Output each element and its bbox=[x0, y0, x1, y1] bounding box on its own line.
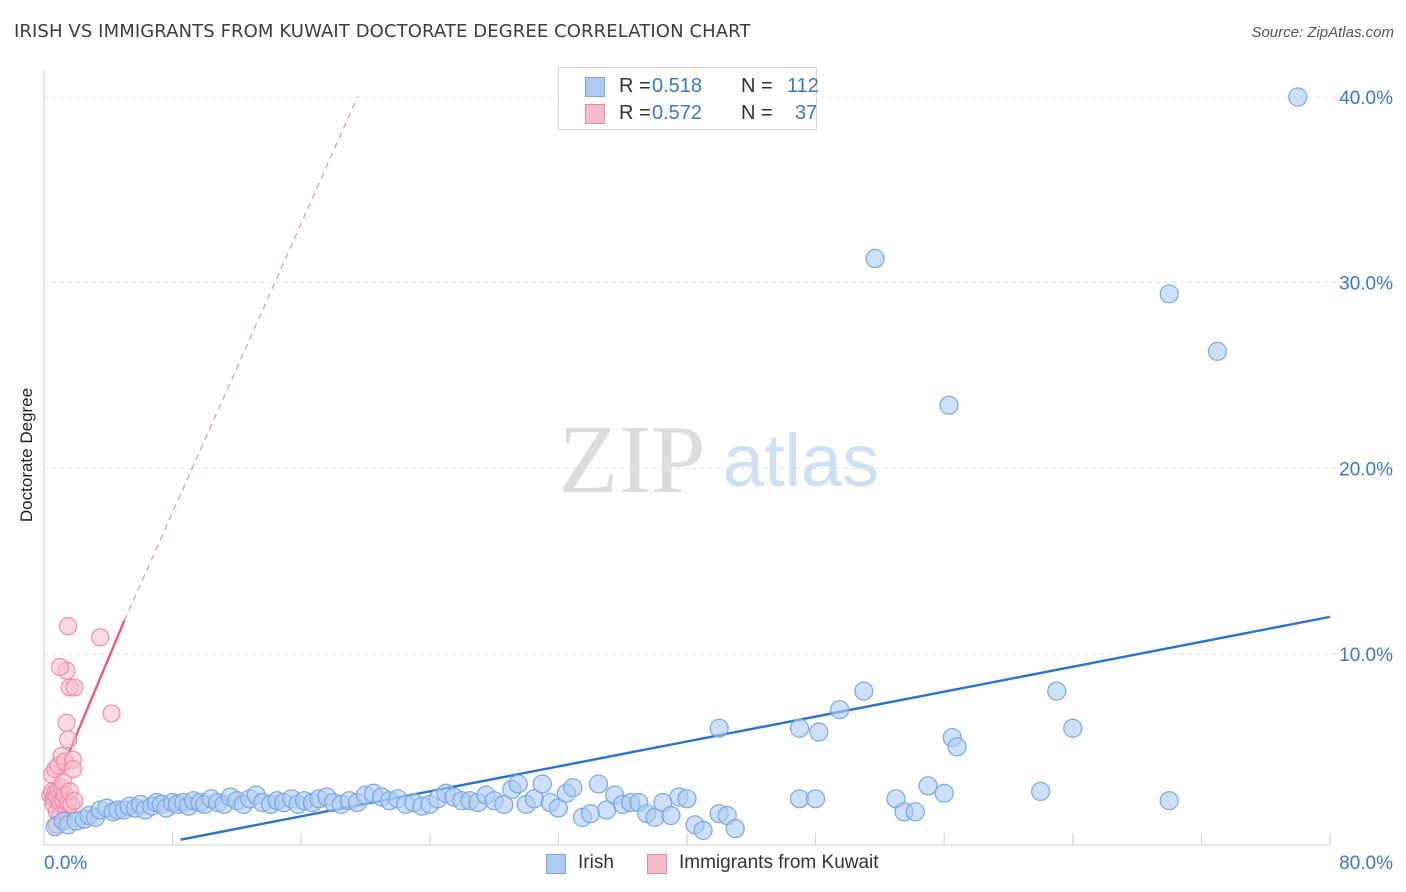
irish-point bbox=[532, 774, 552, 794]
irish-point bbox=[805, 789, 826, 809]
irish-point bbox=[934, 783, 954, 803]
correlation-legend: R = 0.518 N = 112 R = 0.572 N = 37 bbox=[558, 67, 819, 130]
irish-points bbox=[45, 87, 1308, 840]
irish-point bbox=[789, 789, 810, 809]
bottom-legend-label-kuwait: Immigrants from Kuwait bbox=[679, 852, 879, 873]
irish-point bbox=[1063, 718, 1083, 738]
kuwait-point bbox=[57, 713, 76, 732]
irish-point bbox=[693, 820, 713, 840]
irish-point bbox=[865, 248, 885, 269]
irish-point bbox=[947, 737, 967, 757]
irish-point bbox=[939, 395, 959, 415]
irish-point bbox=[580, 804, 601, 824]
grid-lines bbox=[44, 96, 1368, 655]
watermark: ZIP atlas bbox=[559, 406, 880, 514]
irish-point bbox=[548, 798, 569, 818]
irish-point bbox=[588, 774, 609, 794]
irish-point bbox=[1047, 681, 1067, 701]
x-tick-label: 80.0% bbox=[1339, 853, 1393, 874]
irish-point bbox=[709, 718, 729, 738]
irish-point bbox=[661, 805, 681, 826]
chart-title: IRISH VS IMMIGRANTS FROM KUWAIT DOCTORAT… bbox=[14, 21, 751, 42]
watermark-zip: ZIP bbox=[559, 406, 706, 514]
y-tick-label: 20.0% bbox=[1339, 459, 1393, 480]
source-credit: Source: ZipAtlas.com bbox=[1251, 24, 1394, 41]
y-tick-label: 30.0% bbox=[1339, 274, 1393, 295]
irish-point bbox=[809, 722, 829, 742]
legend-r-label: R = bbox=[619, 102, 651, 124]
tick-labels: 10.0% 20.0% 30.0% 40.0% 0.0% 80.0% bbox=[44, 88, 1393, 874]
irish-point bbox=[854, 681, 874, 701]
irish-point bbox=[1031, 781, 1051, 801]
legend-n-value: 112 bbox=[787, 75, 819, 97]
irish-point bbox=[1159, 791, 1179, 811]
y-tick-label: 40.0% bbox=[1339, 88, 1393, 109]
kuwait-point bbox=[59, 617, 78, 636]
y-tick-label: 10.0% bbox=[1339, 645, 1393, 666]
irish-point bbox=[789, 718, 810, 738]
irish-point bbox=[905, 802, 925, 822]
irish-point bbox=[918, 776, 938, 796]
bottom-legend-swatch-kuwait bbox=[647, 854, 667, 874]
kuwait-point bbox=[50, 657, 70, 677]
legend-swatch-irish bbox=[585, 77, 605, 97]
legend-r-label: R = bbox=[619, 75, 651, 97]
irish-point bbox=[677, 789, 697, 809]
irish-point bbox=[1159, 284, 1179, 304]
legend-swatch-kuwait bbox=[585, 104, 605, 124]
legend-n-label: N = bbox=[741, 75, 773, 97]
kuwait-point bbox=[59, 730, 78, 749]
irish-point bbox=[508, 774, 528, 794]
legend-r-value: 0.518 bbox=[652, 75, 703, 97]
axes bbox=[43, 70, 1331, 846]
kuwait-point bbox=[65, 791, 84, 810]
bottom-legend-swatch-irish bbox=[546, 854, 566, 874]
kuwait-trendline-extension bbox=[123, 96, 359, 621]
irish-point bbox=[563, 778, 583, 798]
irish-point bbox=[494, 794, 514, 814]
kuwait-point bbox=[91, 628, 110, 647]
irish-point bbox=[830, 700, 850, 720]
legend-r-value: 0.572 bbox=[652, 102, 703, 124]
irish-point bbox=[1288, 87, 1308, 107]
bottom-legend-label-irish: Irish bbox=[578, 852, 614, 873]
x-tick-label: 0.0% bbox=[44, 853, 87, 874]
watermark-atlas: atlas bbox=[723, 419, 879, 502]
irish-point bbox=[725, 818, 745, 839]
kuwait-point bbox=[102, 704, 121, 723]
legend-n-label: N = bbox=[741, 102, 773, 124]
kuwait-point bbox=[63, 760, 83, 779]
kuwait-point bbox=[65, 678, 84, 697]
legend-n-value: 37 bbox=[795, 102, 818, 124]
irish-point bbox=[1207, 341, 1228, 361]
